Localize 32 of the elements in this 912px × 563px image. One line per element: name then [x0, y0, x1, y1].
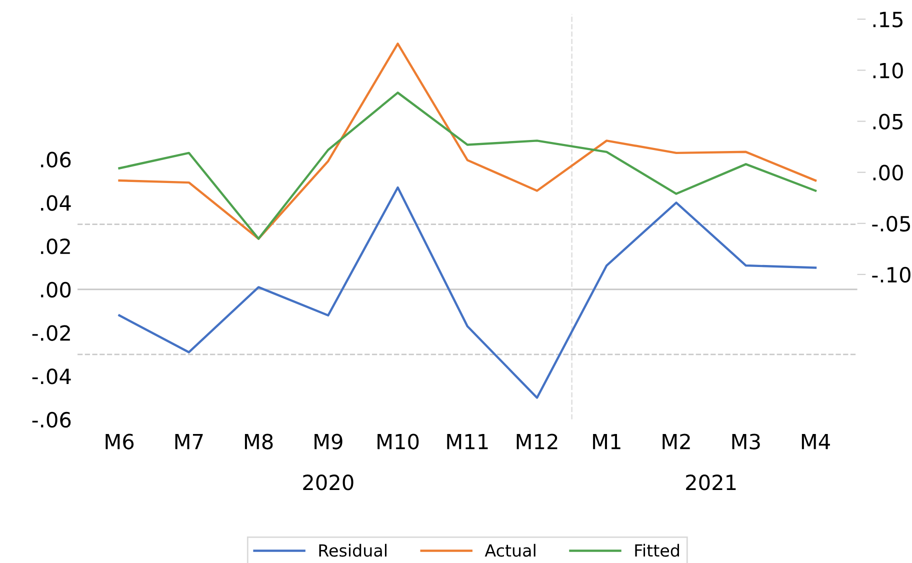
x-tick-label: M2	[662, 434, 690, 450]
legend-label: Fitted	[635, 544, 679, 557]
x-tick-label: M12	[516, 434, 558, 450]
x-tick-label: M6	[106, 434, 134, 450]
x-tick-label: M3	[732, 434, 760, 450]
y2-tick-label: -.10	[872, 266, 910, 283]
y-tick-label: -.06	[32, 412, 71, 428]
x-tick-label: M10	[378, 434, 419, 450]
y2-tick-label: .10	[873, 62, 903, 78]
x-tick-label: M8	[244, 434, 273, 450]
x-tick-label: M4	[802, 434, 830, 450]
y-tick-label: .04	[41, 195, 71, 211]
y2-tick-label: .00	[873, 164, 903, 181]
y-tick-label: -.02	[32, 325, 70, 341]
line-series	[118, 42, 817, 240]
line-series	[118, 186, 817, 399]
line-series	[118, 92, 817, 240]
y2-tick-label: .15	[873, 12, 902, 28]
x-tick-label: M7	[175, 434, 203, 450]
x-tick-label: M1	[593, 434, 620, 450]
x-tick-label: M11	[447, 434, 488, 450]
text: 2020	[303, 474, 354, 490]
y-tick-label: .02	[41, 238, 70, 254]
legend-label: Actual	[484, 544, 536, 557]
y-tick-label: .00	[41, 282, 71, 298]
y-tick-label: .06	[41, 152, 71, 168]
y2-tick-label: .05	[873, 114, 902, 130]
legend-label: Residual	[319, 544, 386, 557]
x-tick-label: M9	[314, 434, 342, 450]
y2-tick-label: -.05	[872, 216, 910, 232]
y-tick-label: -.04	[32, 368, 71, 384]
text: 2021	[686, 474, 736, 490]
